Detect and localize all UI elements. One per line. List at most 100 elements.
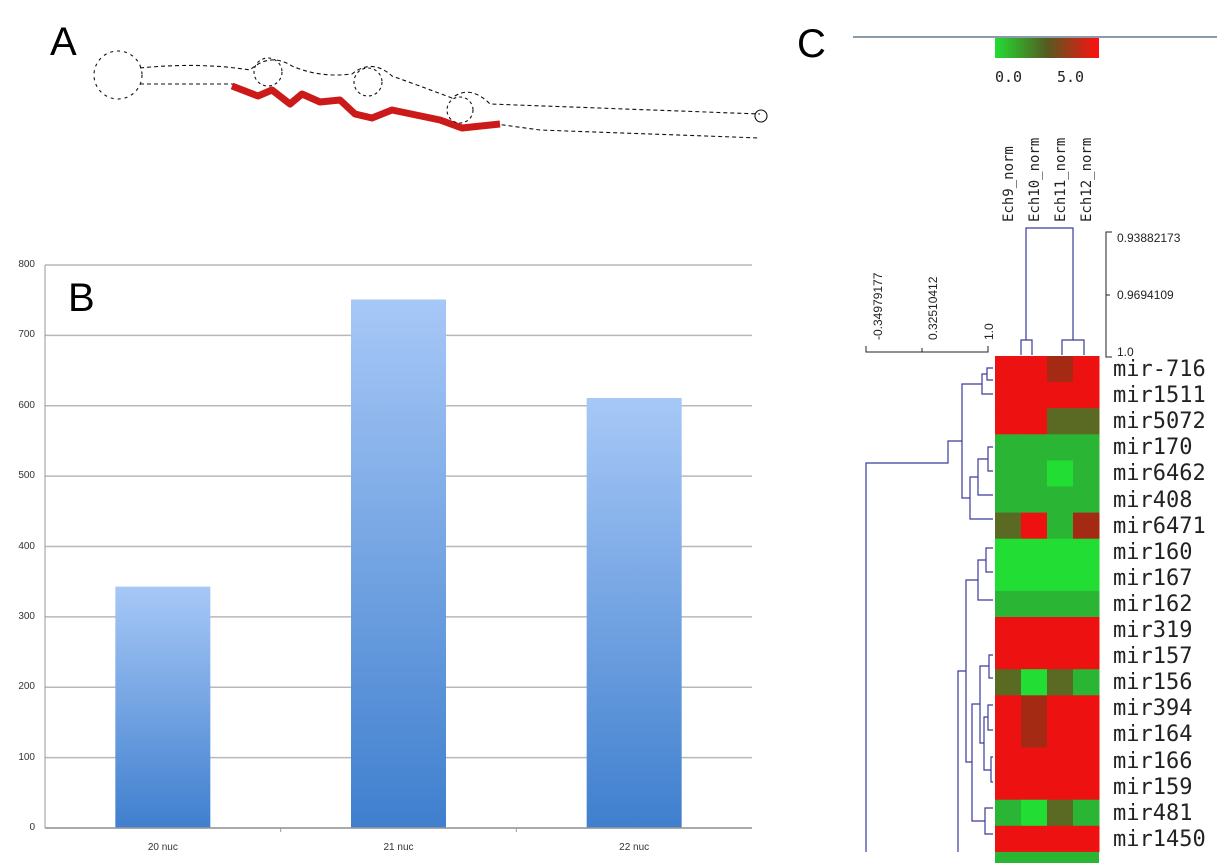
heatmap-cell (995, 564, 1022, 592)
bar (351, 299, 446, 828)
heatmap-row-label: mir156 (1113, 670, 1193, 696)
heatmap-row-label: mir408 (1113, 487, 1193, 513)
heatmap-row-label: mir167 (1113, 565, 1193, 591)
heatmap-cell (1073, 512, 1100, 540)
internal-loop-2 (353, 67, 383, 97)
heatmap-cell (995, 486, 1022, 514)
y-tick-label: 400 (18, 540, 35, 552)
heatmap-cell (1021, 773, 1048, 801)
y-tick-label: 100 (18, 751, 35, 763)
terminal-loop (93, 50, 143, 100)
heatmap-cell (1047, 721, 1074, 748)
panel-label-c: C (797, 22, 826, 66)
heatmap-cell (995, 590, 1022, 618)
heatmap-cell (995, 460, 1022, 487)
y-tick-label: 700 (18, 329, 35, 341)
heatmap-cell (995, 617, 1022, 644)
heatmap-cell (1021, 643, 1048, 670)
heatmap-cell (1047, 460, 1074, 487)
heatmap-cell (1021, 695, 1048, 722)
rna-hairpin-structure (93, 50, 768, 139)
row-distance-axis (865, 346, 989, 353)
heatmap-cell (1047, 825, 1074, 853)
heatmap-cell (995, 382, 1022, 409)
heatmap-cell (995, 695, 1022, 722)
heatmap-cell (1021, 382, 1048, 409)
heatmap-cell (1073, 669, 1100, 696)
color-scale-min-label: 0.0 (995, 68, 1023, 86)
heatmap-cell (1047, 773, 1074, 801)
heatmap-cell (1073, 486, 1100, 514)
heatmap-cell (995, 669, 1022, 696)
y-tick-label: 0 (29, 822, 35, 833)
heatmap-cell (1073, 434, 1100, 461)
y-tick-label: 200 (18, 681, 35, 693)
heatmap-cell (1073, 643, 1100, 670)
heatmap-cell (1047, 643, 1074, 670)
heatmap-cell (1073, 747, 1100, 775)
heatmap-cell (1073, 460, 1100, 487)
heatmap-cell (1021, 590, 1048, 618)
y-tick-label: 800 (18, 259, 35, 270)
y-tick-label: 600 (18, 399, 35, 411)
heatmap (853, 36, 1217, 863)
heatmap-cell (1021, 538, 1048, 566)
heatmap-cell (1047, 356, 1074, 383)
heatmap-cell (1021, 617, 1048, 644)
column-distance-label: 0.93882173 (1117, 231, 1181, 245)
heatmap-cells (995, 356, 1100, 863)
heatmap-row-label: mir394 (1113, 696, 1193, 722)
heatmap-cell (1021, 434, 1048, 461)
internal-loop-3 (446, 96, 474, 124)
heatmap-cell (995, 747, 1022, 775)
upper-strand (139, 59, 761, 115)
heatmap-cell (1021, 460, 1048, 487)
heatmap-row-label: mir157 (1113, 644, 1193, 670)
heatmap-cell (1047, 695, 1074, 722)
bar-chart-bars (115, 299, 682, 828)
heatmap-row-label: mir-716 (1113, 357, 1206, 382)
heatmap-cell (1073, 408, 1100, 435)
row-distance-label: -0.34979177 (871, 272, 885, 340)
heatmap-cell (1073, 590, 1100, 618)
heatmap-cell (1073, 382, 1100, 409)
bar-chart-axes (44, 265, 752, 832)
bar (115, 586, 211, 828)
heatmap-cell (1047, 747, 1074, 775)
heatmap-cell (1047, 382, 1074, 409)
heatmap-cell (1047, 486, 1074, 514)
heatmap-cell-partial (995, 851, 1099, 863)
heatmap-cell (1021, 356, 1048, 383)
row-dendrogram (865, 367, 993, 852)
heatmap-cell (1047, 564, 1074, 592)
heatmap-cell (1073, 721, 1100, 748)
heatmap-row-label: mir1450 (1113, 826, 1206, 852)
heatmap-cell (1047, 538, 1074, 566)
row-distance-label: 0.32510412 (926, 276, 940, 340)
heatmap-row-label: mir1511 (1113, 383, 1206, 409)
heatmap-cell (995, 643, 1022, 670)
heatmap-row-label: mir319 (1113, 618, 1193, 643)
column-label: Ech11_norm (1053, 137, 1069, 222)
heatmap-cell (995, 512, 1022, 540)
heatmap-row-label: mir5072 (1113, 409, 1206, 435)
panel-label-a: A (50, 20, 77, 64)
heatmap-cell (995, 356, 1022, 383)
lower-strand (140, 83, 761, 139)
heatmap-row-label: mir159 (1113, 774, 1193, 800)
x-tick-label: 20 nuc (147, 842, 178, 853)
bar (586, 398, 682, 828)
heatmap-cell (1047, 408, 1074, 435)
heatmap-cell (995, 434, 1022, 461)
heatmap-cell (1073, 356, 1100, 383)
heatmap-cell (995, 799, 1022, 827)
heatmap-cell (995, 825, 1022, 853)
heatmap-cell (1047, 590, 1074, 618)
heatmap-cell (995, 538, 1022, 566)
heatmap-cell (1021, 825, 1048, 853)
color-scale-bar (995, 38, 1099, 58)
heatmap-cell (1021, 669, 1048, 696)
panel-label-b: B (68, 276, 95, 320)
heatmap-cell (1021, 747, 1048, 775)
heatmap-row-label: mir170 (1113, 435, 1193, 461)
